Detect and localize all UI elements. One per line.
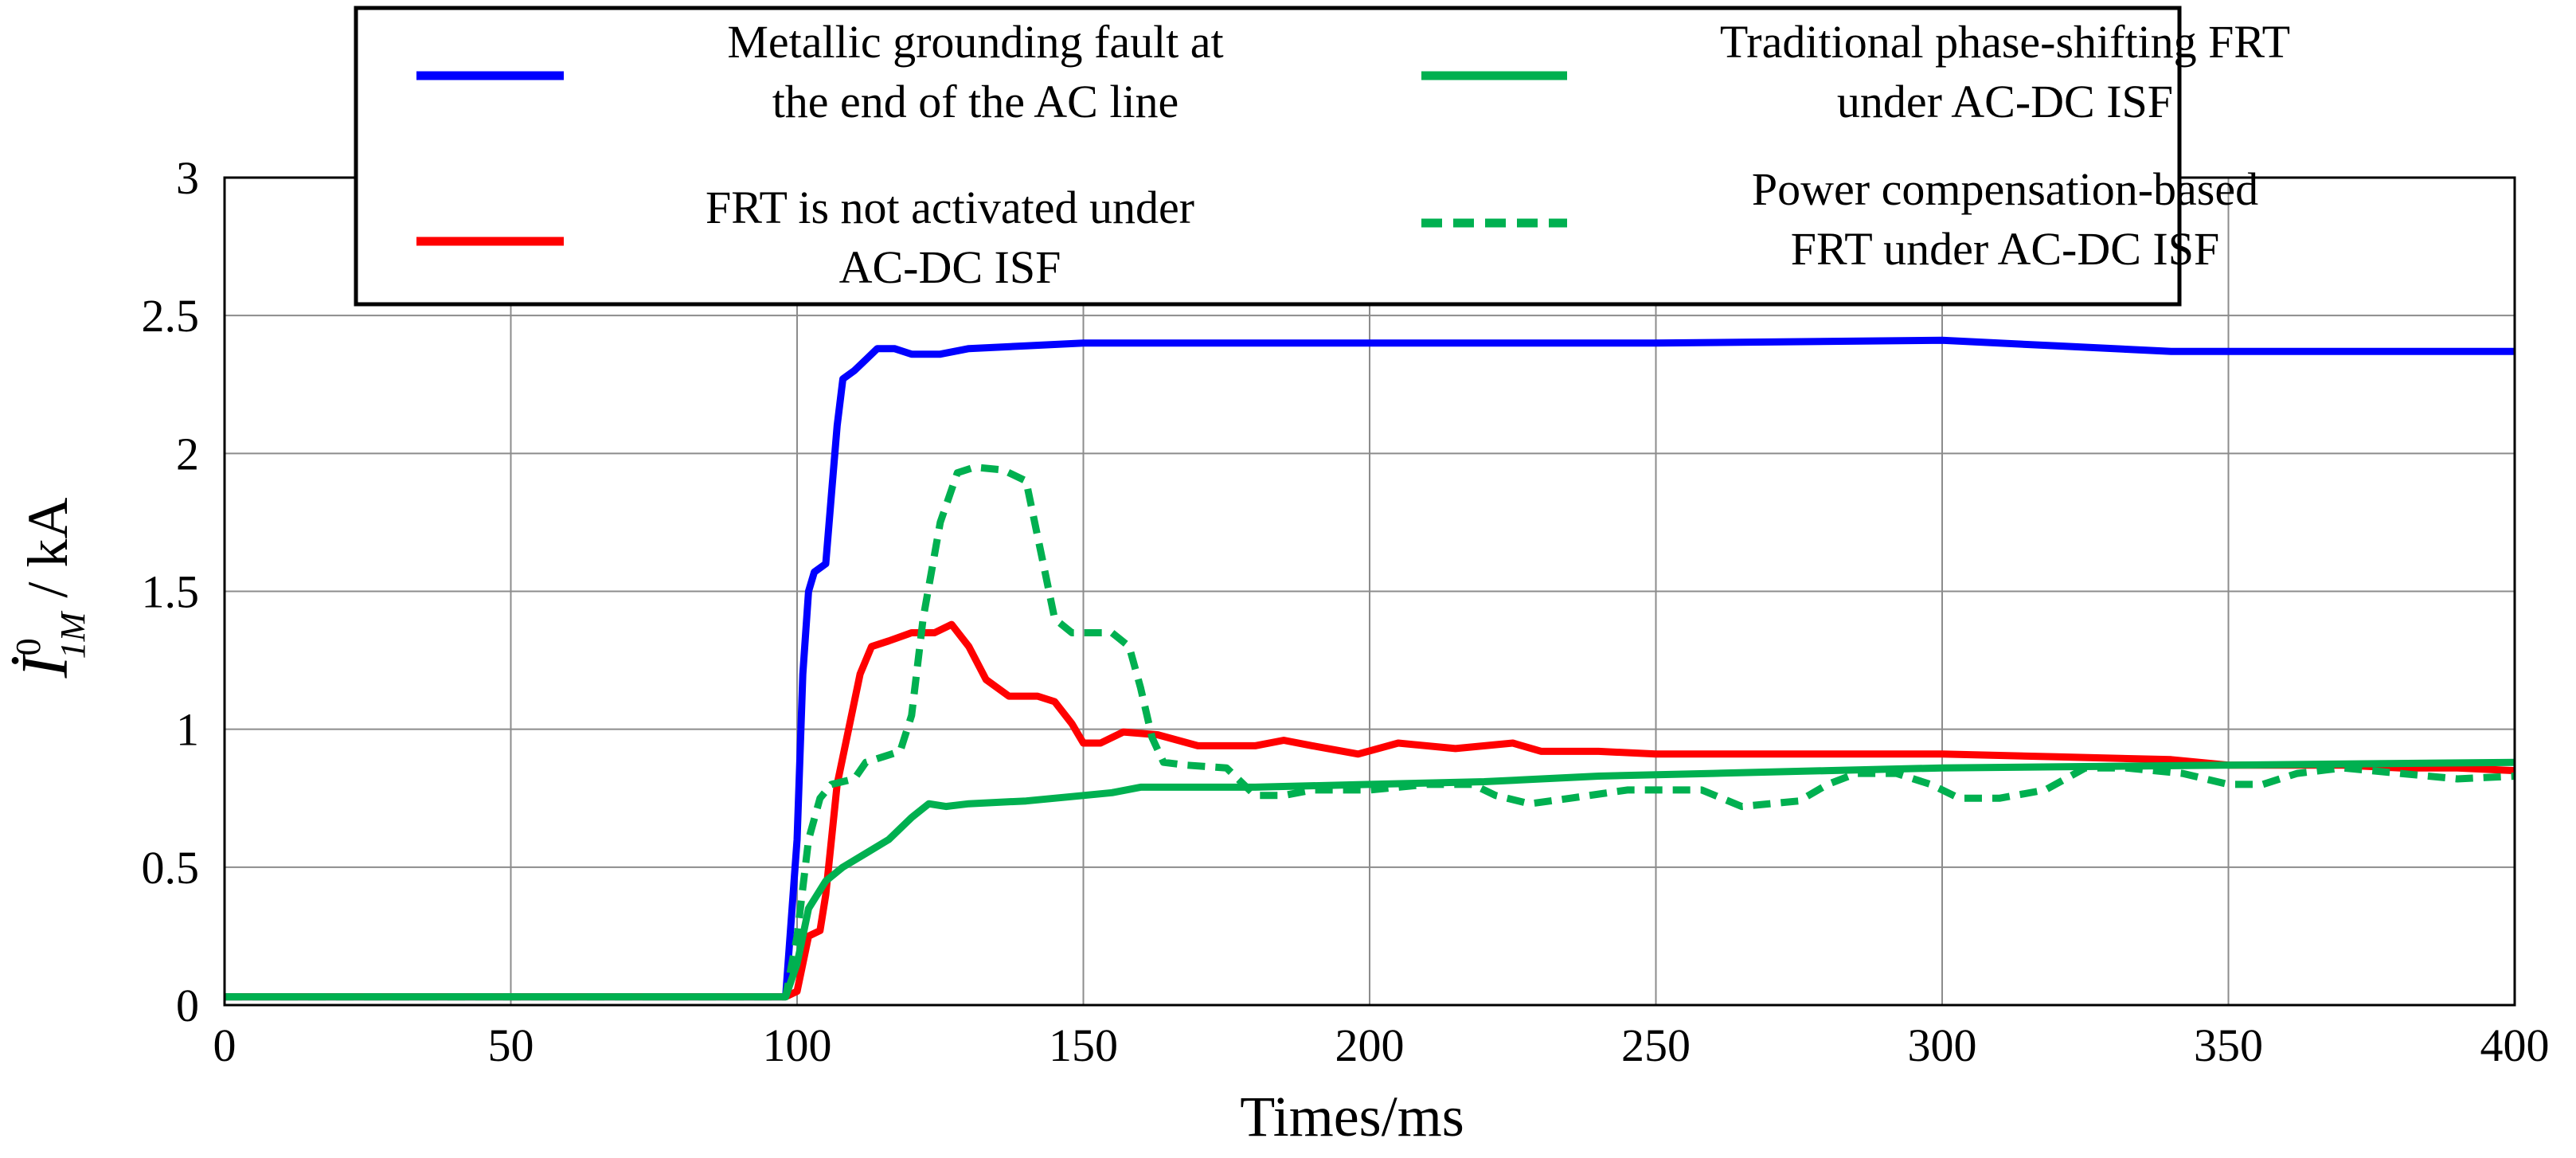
x-tick-label: 350 — [2194, 1019, 2263, 1071]
legend-label-line: Metallic grounding fault at — [727, 16, 1223, 68]
y-tick-label: 1.5 — [142, 566, 200, 618]
x-tick-label: 200 — [1335, 1019, 1405, 1071]
legend-item-4: Power compensation-based FRT under AC-DC … — [1421, 163, 2258, 275]
legend-label-line: FRT under AC-DC ISF — [1791, 223, 2219, 275]
y-tick-label: 0.5 — [142, 842, 200, 894]
x-tick-label: 100 — [763, 1019, 832, 1071]
y-axis-unit: / kA — [16, 498, 80, 612]
series-line-2 — [225, 620, 2515, 1001]
legend-item-2: FRT is not activated under AC-DC ISF — [416, 182, 1194, 293]
y-axis-symbol: İ — [8, 652, 82, 679]
y-tick-label: 3 — [176, 152, 199, 204]
y-axis-subscript: 1M — [53, 610, 92, 659]
plot-series — [225, 336, 2515, 1001]
legend: Metallic grounding fault at the end of th… — [354, 6, 2290, 307]
x-tick-label: 0 — [213, 1019, 236, 1071]
y-tick-label: 2 — [176, 428, 199, 479]
x-tick-label: 150 — [1049, 1019, 1118, 1071]
legend-label-line: Traditional phase-shifting FRT — [1720, 16, 2290, 68]
y-tick-label: 0 — [176, 980, 199, 1031]
x-axis-title: Times/ms — [1240, 1085, 1464, 1148]
legend-item-3: Traditional phase-shifting FRT under AC-D… — [1421, 16, 2290, 127]
y-tick-labels: 0 0.5 1 1.5 2 2.5 3 — [142, 152, 200, 1031]
grid — [225, 178, 2515, 1005]
y-tick-label: 2.5 — [142, 290, 200, 342]
legend-label-line: Power compensation-based — [1752, 163, 2258, 215]
x-tick-label: 250 — [1621, 1019, 1691, 1071]
x-tick-label: 50 — [488, 1019, 534, 1071]
legend-box — [354, 6, 2182, 307]
y-tick-label: 1 — [176, 704, 199, 756]
y-axis-superscript: 0 — [9, 638, 48, 655]
legend-label-line: AC-DC ISF — [839, 241, 1061, 293]
legend-label-line: the end of the AC line — [772, 76, 1179, 127]
series-line-3 — [225, 758, 2515, 1001]
x-tick-label: 300 — [1908, 1019, 1977, 1071]
legend-item-1: Metallic grounding fault at the end of th… — [416, 16, 1224, 127]
series-line-1 — [225, 336, 2515, 1001]
legend-label-line: under AC-DC ISF — [1837, 76, 2173, 127]
x-tick-labels: 0 50 100 150 200 250 300 350 400 — [213, 1019, 2550, 1071]
legend-label-line: FRT is not activated under — [706, 182, 1194, 233]
series-line-4 — [225, 464, 2515, 1001]
x-tick-label: 400 — [2480, 1019, 2550, 1071]
y-axis-title: İ0 1M / kA — [8, 498, 92, 679]
